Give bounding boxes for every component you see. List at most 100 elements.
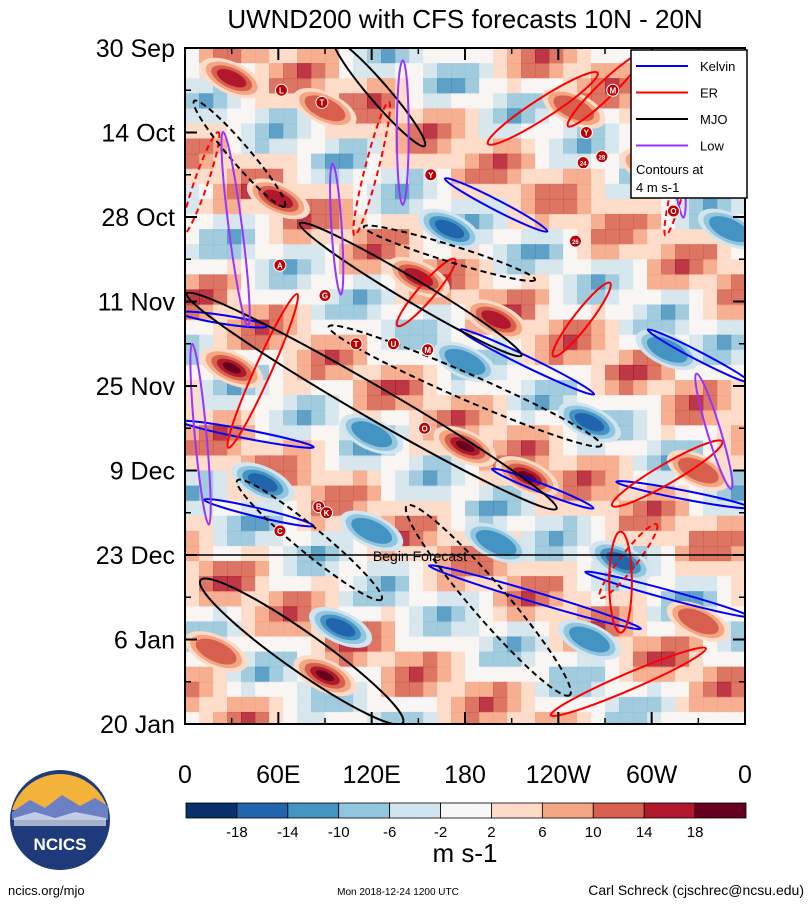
field-cell bbox=[199, 259, 214, 276]
anomaly-blob bbox=[195, 638, 237, 665]
field-cell bbox=[703, 304, 718, 321]
field-cell bbox=[647, 696, 662, 713]
field-cell bbox=[185, 244, 200, 261]
field-cell bbox=[605, 259, 620, 276]
field-cell bbox=[437, 259, 452, 276]
storm-marker: T bbox=[349, 337, 363, 351]
field-cell bbox=[731, 470, 745, 487]
field-cell bbox=[577, 274, 592, 291]
field-cell bbox=[633, 651, 648, 668]
field-cell bbox=[521, 138, 536, 155]
field-cell bbox=[297, 681, 312, 698]
field-cell bbox=[325, 711, 340, 724]
field-cell bbox=[675, 319, 690, 336]
field-cell bbox=[339, 138, 354, 155]
field-cell bbox=[661, 379, 676, 397]
field-cell bbox=[535, 711, 550, 724]
field-cell bbox=[493, 621, 508, 638]
field-cell bbox=[731, 515, 745, 532]
field-cell bbox=[479, 138, 494, 155]
field-cell bbox=[339, 591, 354, 608]
field-cell bbox=[381, 606, 396, 623]
field-cell bbox=[493, 696, 508, 713]
field-cell bbox=[311, 274, 326, 291]
field-cell bbox=[633, 410, 648, 427]
field-cell bbox=[465, 168, 480, 185]
field-cell bbox=[521, 696, 536, 713]
field-cell bbox=[619, 395, 634, 412]
field-cell bbox=[619, 485, 634, 502]
field-cell bbox=[521, 636, 536, 653]
field-cell bbox=[423, 530, 438, 547]
field-cell bbox=[297, 591, 312, 608]
low-contour bbox=[395, 59, 410, 206]
field-cell bbox=[213, 530, 228, 547]
field-cell bbox=[521, 289, 536, 306]
field-cell bbox=[255, 440, 270, 457]
field-cell bbox=[381, 304, 396, 321]
field-cell bbox=[479, 696, 494, 713]
field-cell bbox=[605, 138, 620, 155]
field-cell bbox=[437, 696, 452, 713]
field-cell bbox=[493, 561, 508, 578]
field-cell bbox=[283, 319, 298, 336]
storm-icon bbox=[274, 83, 288, 97]
field-cell bbox=[507, 561, 522, 578]
field-cell bbox=[521, 183, 536, 200]
field-cell bbox=[731, 319, 745, 336]
storm-markers: L T M Y Y 24 28 O 26 A G T U M O BK C bbox=[273, 83, 680, 538]
field-cell bbox=[367, 63, 382, 80]
field-cell bbox=[661, 425, 676, 442]
field-cell bbox=[311, 561, 326, 578]
forecast-label: Begin Forecast bbox=[373, 548, 467, 564]
colorbar-tick-label: -2 bbox=[434, 824, 447, 841]
legend: Kelvin ER MJO Low Contours at 4 m s-1 bbox=[630, 49, 748, 199]
field-cell bbox=[353, 93, 368, 110]
field-cell bbox=[731, 621, 745, 638]
field-cell bbox=[717, 711, 732, 724]
field-cell bbox=[409, 319, 424, 336]
field-cell bbox=[269, 666, 284, 683]
field-cell bbox=[185, 78, 200, 95]
field-cell bbox=[507, 183, 522, 200]
field-cell bbox=[297, 289, 312, 306]
field-cell bbox=[423, 48, 438, 65]
field-cell bbox=[283, 63, 298, 80]
colorbar-tick-label: -6 bbox=[383, 824, 396, 841]
field-cell bbox=[311, 470, 326, 487]
field-cell bbox=[325, 455, 340, 472]
field-cell bbox=[535, 138, 550, 155]
field-cell bbox=[633, 440, 648, 457]
field-cell bbox=[367, 198, 382, 215]
field-cell bbox=[437, 485, 452, 502]
footer-url[interactable]: ncics.org/mjo bbox=[8, 883, 85, 898]
field-cell bbox=[409, 153, 424, 170]
anomaly-blob bbox=[646, 336, 688, 363]
field-cell bbox=[311, 48, 326, 65]
storm-icon bbox=[386, 337, 400, 351]
field-cell bbox=[563, 138, 578, 155]
field-cell bbox=[353, 213, 368, 231]
field-cell bbox=[325, 425, 340, 442]
field-cell bbox=[535, 229, 550, 246]
field-cell bbox=[493, 229, 508, 246]
field-cell bbox=[465, 123, 480, 140]
field-cell bbox=[465, 259, 480, 276]
field-cell bbox=[311, 455, 326, 472]
field-cell bbox=[255, 48, 270, 65]
field-cell bbox=[675, 274, 690, 291]
field-cell bbox=[619, 636, 634, 653]
field-cell bbox=[479, 78, 494, 95]
field-cell bbox=[717, 379, 732, 397]
field-cell bbox=[437, 395, 452, 412]
field-cell bbox=[395, 304, 410, 321]
field-cell bbox=[325, 379, 340, 397]
field-cell bbox=[367, 395, 382, 412]
field-cell bbox=[409, 410, 424, 427]
field-cell bbox=[549, 48, 564, 65]
field-cell bbox=[269, 229, 284, 246]
field-cell bbox=[353, 153, 368, 170]
field-cell bbox=[437, 606, 452, 623]
field-cell bbox=[577, 138, 592, 155]
field-cell bbox=[269, 636, 284, 653]
